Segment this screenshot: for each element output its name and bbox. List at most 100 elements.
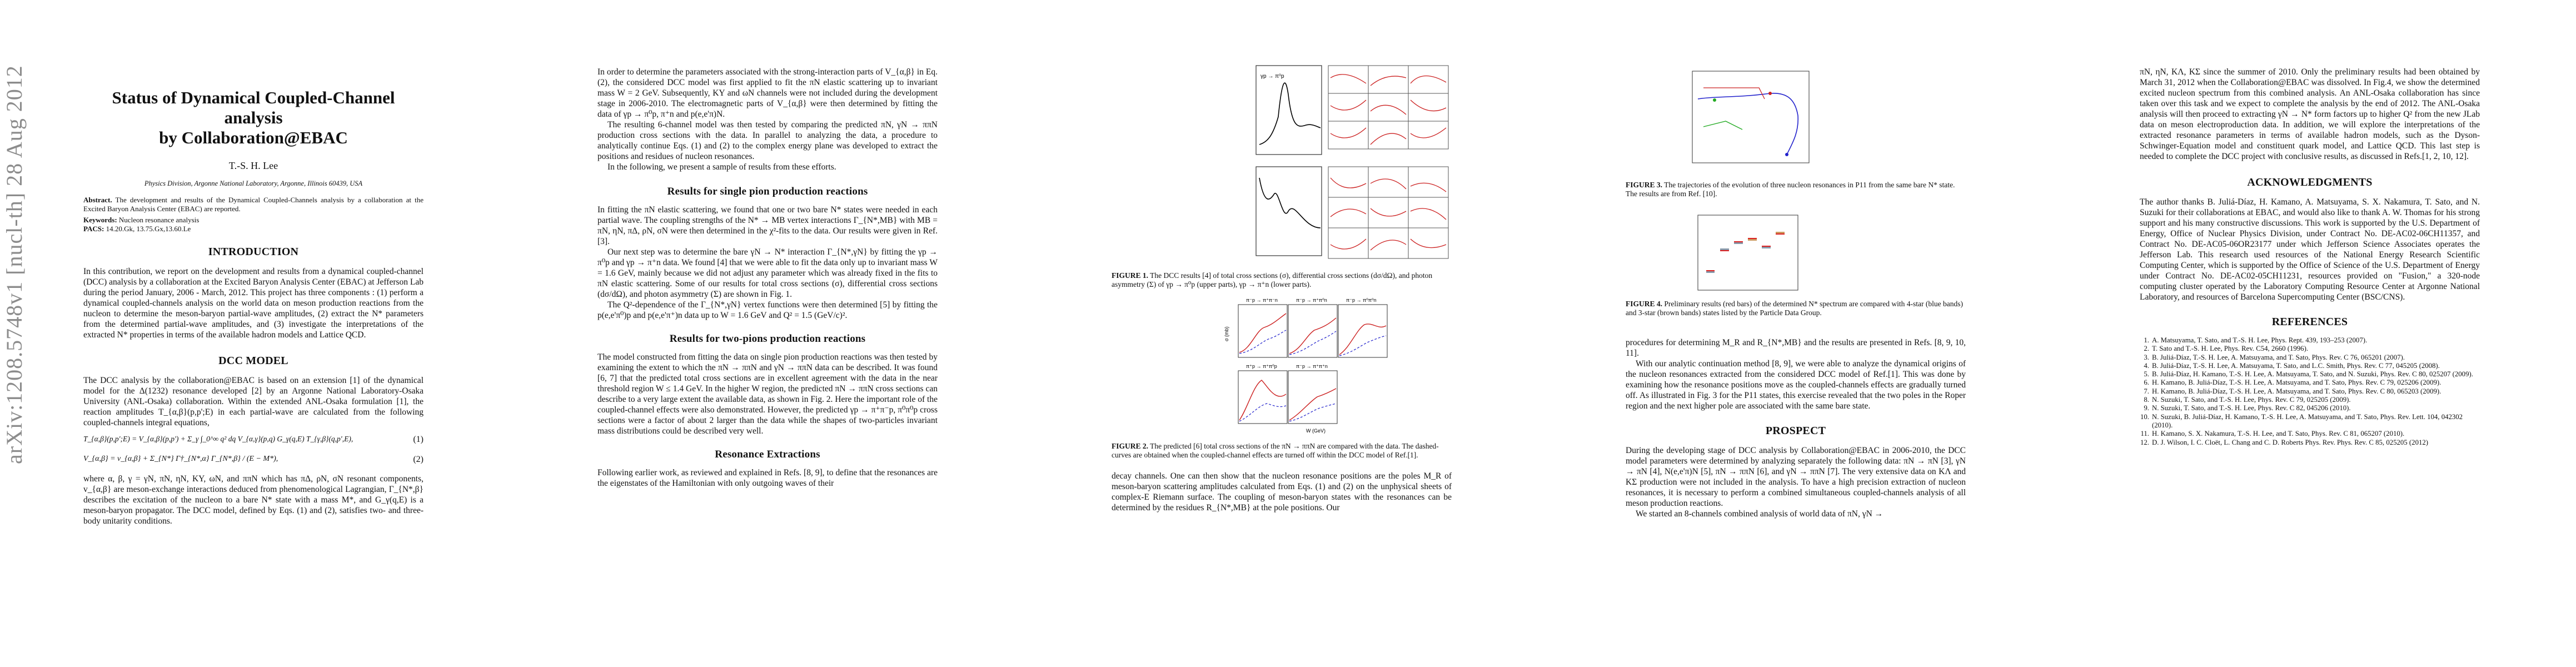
- col4-paragraph-1: procedures for determining M_R and R_{N*…: [1626, 338, 1966, 358]
- reference-text: B. Juliá-Díaz, H. Kamano, T.-S. H. Lee, …: [2152, 370, 2473, 379]
- two-pion-paragraph: The model constructed from fitting the d…: [597, 352, 938, 436]
- reference-number: 8.: [2144, 396, 2149, 404]
- fig2-panel-5-label: π⁻p → π⁺π⁺n: [1296, 364, 1328, 369]
- fig1-total-cross-section-frame: [1255, 65, 1322, 155]
- fig2-panel-2-label: π⁻p → π⁺π⁰n: [1296, 297, 1327, 303]
- section-heading-two-pion: Results for two-pions production reactio…: [669, 333, 866, 345]
- single-pion-paragraph-1: In fitting the πN elastic scattering, we…: [597, 205, 938, 246]
- fig1-dsdo-panels: [1328, 65, 1449, 150]
- fig1-sigma-curve: [1259, 82, 1321, 145]
- abstract: Abstract. The development and results of…: [83, 196, 424, 213]
- reference-item: 1. A. Matsuyama, T. Sato, and T.-S. H. Le…: [2140, 336, 2480, 345]
- column-1: Status of Dynamical Coupled-Channel anal…: [83, 88, 423, 526]
- reference-item: 12. D. J. Wilson, I. C. Cloët, L. Chang a…: [2140, 439, 2480, 447]
- fig1-lower: [1255, 166, 1449, 259]
- fig2-panel-3-label: π⁻p → π⁰π⁰n: [1346, 297, 1377, 303]
- section-heading-resonance-extractions: Resonance Extractions: [715, 449, 820, 460]
- figure-4: [1692, 211, 1803, 294]
- reference-item: 2. T. Sato and T.-S. H. Lee, Phys. Rev. C…: [2140, 345, 2480, 353]
- column-4: FIGURE 3. The trajectories of the evolut…: [1626, 66, 1966, 519]
- dcc-paragraph: The DCC analysis by the collaboration@EB…: [83, 376, 423, 427]
- figure-3-plot: [1692, 71, 1810, 163]
- section-heading-dcc-model: DCC MODEL: [218, 355, 288, 367]
- figure-2-caption: FIGURE 2. The predicted [6] total cross …: [1112, 442, 1439, 459]
- equation-2: V_{α,β} = v_{α,β} + Σ_{N*} Γ†_{N*,α} Γ_{…: [83, 455, 423, 464]
- reference-text: B. Juliá-Díaz, T.-S. H. Lee, A. Matsuyam…: [2152, 353, 2405, 361]
- fig2-xlabel: W (GeV): [1306, 428, 1326, 434]
- column-2: In order to determine the parameters ass…: [597, 67, 938, 489]
- keywords: Keywords: Nucleon resonance analysis: [83, 216, 200, 224]
- intro-paragraph: In this contribution, we report on the d…: [83, 267, 423, 340]
- reference-text: N. Suzuki, T. Sato, and T.-S. H. Lee, Ph…: [2152, 404, 2351, 412]
- prospect-paragraph-1: During the developing stage of DCC analy…: [1626, 446, 1966, 508]
- reference-item: 10. N. Suzuki, B. Juliá-Díaz, H. Kamano, …: [2140, 413, 2480, 430]
- reference-text: B. Juliá-Díaz, T.-S. H. Lee, A. Matsuyam…: [2152, 361, 2440, 370]
- col2-paragraph-3: In the following, we present a sample of…: [607, 162, 836, 172]
- figure-3-caption: FIGURE 3. The trajectories of the evolut…: [1626, 181, 1955, 198]
- reference-item: 7. H. Kamano, B. Juliá-Díaz, T.-S. H. Lee…: [2140, 387, 2480, 396]
- figure-2-plots: π⁻p → π⁺π⁻n π⁻p → π⁺π⁰n π⁻p → π⁰π⁰n π⁺p …: [1224, 297, 1388, 434]
- fig1-upper: γp → π⁰p: [1255, 65, 1449, 155]
- figure-4-caption: FIGURE 4. Preliminary results (red bars)…: [1626, 300, 1963, 317]
- section-heading-references: REFERENCES: [2271, 316, 2348, 328]
- reference-text: N. Suzuki, T. Sato, and T.-S. H. Lee, Ph…: [2152, 396, 2351, 404]
- reference-number: 12.: [2140, 438, 2149, 446]
- figure-2: π⁻p → π⁺π⁻n π⁻p → π⁺π⁰n π⁻p → π⁰π⁰n π⁺p …: [1223, 297, 1389, 437]
- reference-number: 7.: [2144, 387, 2149, 395]
- references-list: 1. A. Matsuyama, T. Sato, and T.-S. H. Le…: [2140, 336, 2480, 447]
- col3-decay-paragraph: decay channels. One can then show that t…: [1112, 471, 1452, 512]
- figure-1-plots: γp → π⁰p: [1255, 65, 1449, 259]
- fig2-panel-1-label: π⁻p → π⁺π⁻n: [1246, 297, 1278, 303]
- reference-number: 4.: [2144, 361, 2149, 370]
- reference-number: 9.: [2144, 404, 2149, 412]
- reference-number: 10.: [2140, 412, 2149, 421]
- reference-item: 8. N. Suzuki, T. Sato, and T.-S. H. Lee, …: [2140, 396, 2480, 404]
- reference-item: 6. H. Kamano, B. Juliá-Díaz, T.-S. H. Lee…: [2140, 379, 2480, 387]
- section-heading-prospect: PROSPECT: [1765, 425, 1826, 437]
- prospect-paragraph-2: We started an 8-channels combined analys…: [1636, 509, 1884, 519]
- col4-paragraph-2: With our analytic continuation method [8…: [1626, 359, 1966, 411]
- reference-number: 5.: [2144, 370, 2149, 379]
- reference-text: D. J. Wilson, I. C. Cloët, L. Chang and …: [2152, 438, 2429, 446]
- section-heading-single-pion: Results for single pion production react…: [667, 186, 868, 197]
- reference-item: 9. N. Suzuki, T. Sato, and T.-S. H. Lee, …: [2140, 404, 2480, 412]
- paper-title: Status of Dynamical Coupled-Channel anal…: [112, 88, 395, 147]
- reference-number: 2.: [2144, 345, 2149, 353]
- section-heading-acknowledgments: ACKNOWLEDGMENTS: [2247, 176, 2373, 188]
- reference-item: 3. B. Juliá-Díaz, T.-S. H. Lee, A. Matsuy…: [2140, 354, 2480, 362]
- arxiv-sidebar-stamp: arXiv:1208.5748v1 [nucl-th] 28 Aug 2012: [2, 65, 27, 464]
- figure-1-caption: FIGURE 1. The DCC results [4] of total c…: [1112, 271, 1433, 288]
- acknowledgments-paragraph: The author thanks B. Juliá-Díaz, H. Kama…: [2140, 197, 2480, 302]
- figure-4-plot: [1697, 215, 1798, 291]
- affiliation: Physics Division, Argonne National Labor…: [144, 180, 363, 187]
- column-5: πN, ηN, KΛ, KΣ since the summer of 2010.…: [2140, 67, 2480, 447]
- fig1-panel-label: γp → π⁰p: [1260, 73, 1284, 79]
- author: T.-S. H. Lee: [228, 160, 278, 171]
- pacs: PACS: 14.20.Gk, 13.75.Gx,13.60.Le: [83, 225, 191, 233]
- reference-text: H. Kamano, S. X. Nakamura, T.-S. H. Lee,…: [2152, 430, 2405, 438]
- figure-3: [1681, 66, 1815, 174]
- reference-text: T. Sato and T.-S. H. Lee, Phys. Rev. C54…: [2152, 345, 2309, 353]
- figure-1: γp → π⁰p: [1112, 61, 1452, 300]
- reference-number: 11.: [2140, 430, 2149, 438]
- reference-text: H. Kamano, B. Juliá-Díaz, T.-S. H. Lee, …: [2152, 379, 2442, 387]
- fig2-ylabel: σ (mb): [1224, 326, 1229, 341]
- resonance-paragraph: Following earlier work, as reviewed and …: [597, 468, 938, 488]
- reference-number: 3.: [2144, 353, 2149, 361]
- fig2-panel-4-label: π⁺p → π⁺π⁰p: [1246, 364, 1277, 369]
- single-pion-paragraph-3: The Q²-dependence of the Γ_{N*,γN} verte…: [597, 300, 938, 320]
- col5-paragraph-1: πN, ηN, KΛ, KΣ since the summer of 2010.…: [2140, 67, 2480, 161]
- reference-text: N. Suzuki, B. Juliá-Díaz, H. Kamano, T.-…: [2152, 412, 2463, 429]
- single-pion-paragraph-2: Our next step was to determine the bare …: [597, 247, 938, 299]
- col2-paragraph-1: In order to determine the parameters ass…: [597, 67, 938, 119]
- reference-number: 6.: [2144, 379, 2149, 387]
- section-heading-introduction: INTRODUCTION: [208, 246, 299, 258]
- dcc-after-paragraph: where α, β, γ = γN, πN, ηN, KY, ωN, and …: [83, 474, 423, 526]
- column-3: γp → π⁰p: [1112, 61, 1452, 513]
- reference-item: 5. B. Juliá-Díaz, H. Kamano, T.-S. H. Lee…: [2140, 370, 2480, 379]
- reference-number: 1.: [2144, 336, 2149, 344]
- reference-text: H. Kamano, B. Juliá-Díaz, T.-S. H. Lee, …: [2152, 387, 2442, 395]
- equation-1: T_{α,β}(p,p';E) = V_{α,β}(p,p') + Σ_γ ∫_…: [83, 435, 423, 444]
- reference-item: 11. H. Kamano, S. X. Nakamura, T.-S. H. L…: [2140, 430, 2480, 438]
- reference-text: A. Matsuyama, T. Sato, and T.-S. H. Lee,…: [2152, 336, 2368, 344]
